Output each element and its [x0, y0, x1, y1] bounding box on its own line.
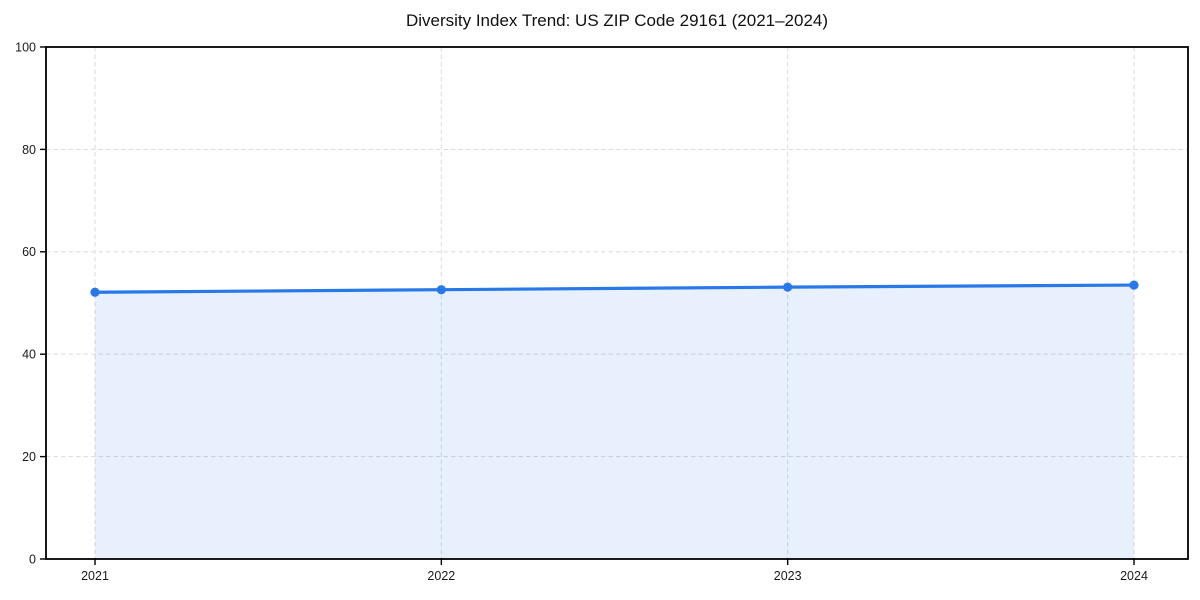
series-area-fill: [95, 285, 1134, 559]
data-point-2024: [1129, 280, 1139, 290]
y-tick-label: 80: [22, 143, 36, 157]
y-tick-label: 0: [29, 552, 36, 566]
series-line: [93, 283, 1136, 294]
x-tick-label: 2023: [774, 569, 802, 583]
y-tick-label: 40: [22, 348, 36, 362]
x-tick-label: 2021: [81, 569, 109, 583]
y-tick-label: 100: [15, 40, 36, 54]
chart-title: Diversity Index Trend: US ZIP Code 29161…: [405, 11, 829, 30]
x-tick-label: 2024: [1120, 569, 1148, 583]
data-point-2023: [783, 282, 793, 292]
data-point-2022: [436, 285, 446, 295]
x-tick-label: 2022: [427, 569, 455, 583]
axes-border: [45, 46, 1189, 560]
y-tick-label: 20: [22, 450, 36, 464]
data-point-2021: [90, 287, 100, 297]
y-tick-label: 60: [22, 245, 36, 259]
